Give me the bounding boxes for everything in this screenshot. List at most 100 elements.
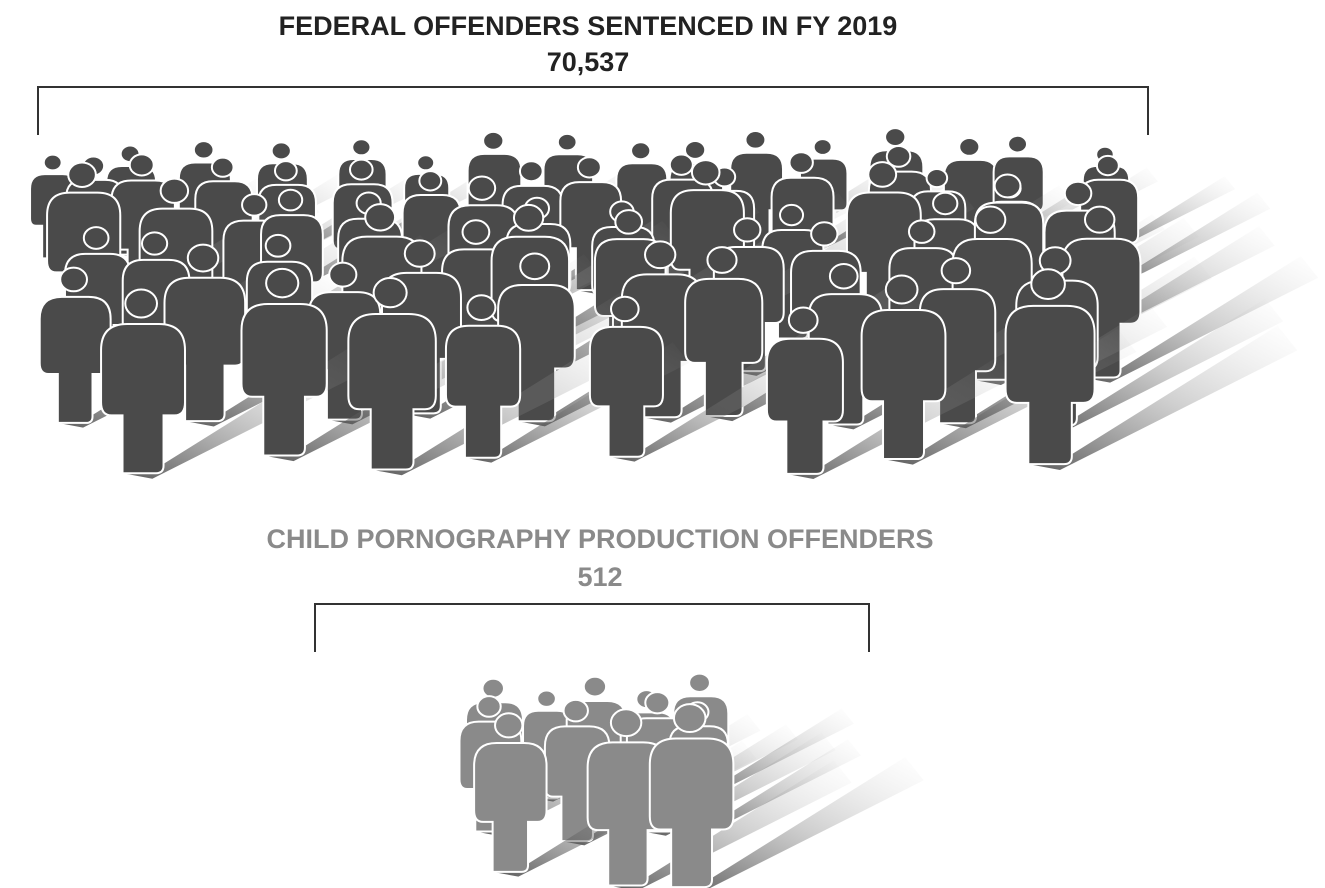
person-head <box>159 177 190 204</box>
person-head <box>828 263 859 290</box>
group-count: 512 <box>577 562 622 592</box>
person-head <box>1030 268 1066 300</box>
person-head <box>351 138 372 157</box>
person-head <box>867 161 898 188</box>
person-head <box>364 203 397 232</box>
person-head <box>885 144 912 168</box>
person-head <box>536 689 557 708</box>
person-head <box>372 277 408 309</box>
person-head <box>556 132 578 152</box>
person-body <box>648 737 735 888</box>
person-head <box>512 203 545 232</box>
group-title: FEDERAL OFFENDERS SENTENCED IN FY 2019 <box>279 11 898 41</box>
person-body <box>100 322 186 475</box>
person-head <box>688 672 711 693</box>
person-head <box>277 188 304 212</box>
person-head <box>67 161 97 188</box>
person-head <box>925 167 949 189</box>
person-head <box>140 231 169 256</box>
person-head <box>884 274 919 305</box>
person-head <box>1083 205 1116 234</box>
person-body <box>588 325 664 458</box>
person-head <box>644 691 671 715</box>
person-head <box>610 295 640 323</box>
person-head <box>42 153 63 172</box>
bracket <box>314 603 870 652</box>
person-head <box>192 140 215 160</box>
person-head <box>778 203 805 227</box>
person-head <box>270 141 292 161</box>
person-head <box>690 159 721 186</box>
person-head <box>482 130 505 151</box>
person-body <box>347 313 437 471</box>
person-head <box>744 130 767 150</box>
shadow <box>684 739 861 834</box>
person-head <box>614 209 644 235</box>
person-head <box>273 160 298 182</box>
person-head <box>265 267 300 299</box>
person-head <box>706 246 738 274</box>
person-head <box>940 257 972 285</box>
crowd <box>458 672 924 888</box>
person-head <box>519 252 551 281</box>
group-count: 70,537 <box>547 47 630 77</box>
person-head <box>210 156 235 178</box>
person-head <box>481 677 505 699</box>
person-body <box>473 742 548 873</box>
person-head <box>461 219 491 245</box>
shadow <box>671 757 924 888</box>
person-head <box>582 675 608 698</box>
shadow <box>643 732 836 836</box>
person-head <box>418 170 443 192</box>
person-body <box>38 295 112 424</box>
shadow <box>1028 325 1298 471</box>
person-head <box>494 712 524 739</box>
person-head <box>958 137 981 157</box>
person-head <box>672 703 707 734</box>
person-head <box>562 698 589 723</box>
person-body <box>444 324 522 459</box>
person-body <box>684 277 764 417</box>
shadow <box>608 760 852 888</box>
shadow <box>1094 176 1236 252</box>
person-head <box>349 158 374 181</box>
person-head <box>993 173 1022 199</box>
person-head <box>186 243 220 273</box>
person-head <box>1007 134 1029 154</box>
person-head <box>788 151 814 174</box>
person-head <box>787 306 819 334</box>
bracket <box>37 86 1149 135</box>
person-head <box>59 266 88 293</box>
person-head <box>576 156 602 179</box>
person-body <box>765 337 844 475</box>
person-head <box>241 193 268 217</box>
person-head <box>810 221 839 247</box>
person-head <box>476 695 502 718</box>
shadow <box>687 708 854 798</box>
person-head <box>328 261 358 288</box>
person-body <box>240 302 328 457</box>
person-head <box>518 160 544 183</box>
person-head <box>644 240 677 270</box>
person-head <box>907 219 936 244</box>
person-head <box>128 153 155 177</box>
crowd <box>29 127 1319 479</box>
person-head <box>609 708 643 738</box>
person-head <box>630 141 652 161</box>
person-head <box>466 294 497 322</box>
person-head <box>1063 180 1093 207</box>
shadow <box>1082 256 1319 383</box>
person-head <box>264 233 292 258</box>
person-head <box>812 138 833 156</box>
person-head <box>668 153 694 176</box>
person-head <box>884 127 907 148</box>
person-head <box>974 205 1007 234</box>
person-head <box>403 239 436 268</box>
shadow <box>1037 298 1284 431</box>
person-head <box>467 175 497 201</box>
group-title: CHILD PORNOGRAPHY PRODUCTION OFFENDERS <box>266 524 933 554</box>
person-head <box>82 226 110 250</box>
person-body <box>1004 304 1096 466</box>
